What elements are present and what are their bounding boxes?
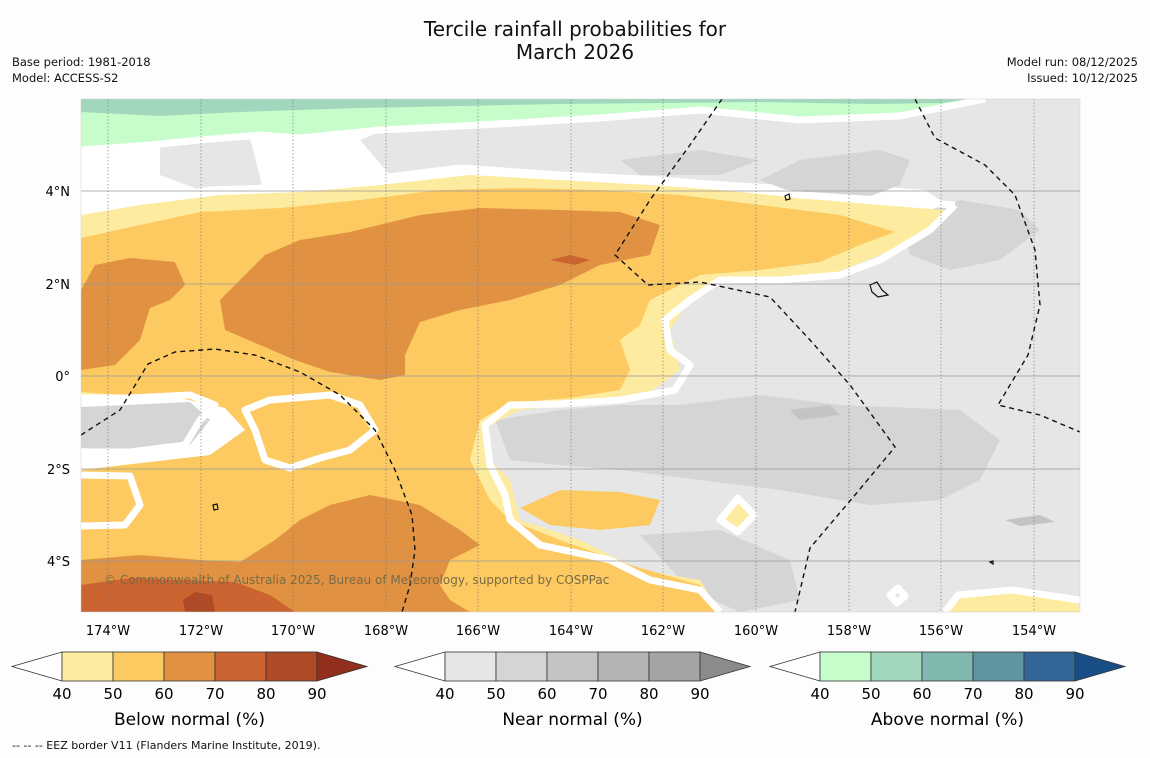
colorbar-tick-label: 60 (912, 685, 931, 703)
lon-label: 158°W (827, 624, 871, 639)
colorbar-segment (214, 651, 267, 682)
colorbar-segment (648, 651, 701, 682)
near-normal-patch-b (1005, 515, 1055, 526)
colorbar-segment (870, 651, 923, 682)
lat-label: 4°S (47, 555, 70, 570)
near-normal-darker-5 (640, 530, 800, 612)
near-normal-darker-2 (620, 150, 760, 175)
colorbar-tick-label: 70 (588, 685, 607, 703)
colorbar-legends: 40 50 60 70 80 90 Below normal (%) 40 50 60 70 80 90… (10, 651, 1127, 730)
map-title-line2: March 2026 (515, 40, 635, 64)
colorbar-segment (921, 651, 974, 682)
map-title-line1: Tercile rainfall probabilities for (423, 17, 727, 41)
colorbar-segment (112, 651, 165, 682)
latitude-labels: 4°N 2°N 0° 2°S 4°S (46, 185, 71, 570)
colorbar-tick-label: 50 (486, 685, 505, 703)
near-normal-patch-topleft (160, 138, 262, 190)
colorbar-segment (265, 651, 318, 682)
model-run: Model run: 08/12/2025 (1006, 55, 1138, 69)
map-frame (80, 98, 1081, 613)
colorbar-1: 40 50 60 70 80 90 Below normal (%) (10, 651, 369, 730)
longitude-labels: 174°W 172°W 170°W 168°W 166°W 164°W 162°… (86, 624, 1056, 639)
colorbar-over-triangle (1074, 651, 1127, 682)
colorbar-tick-label: 60 (537, 685, 556, 703)
colorbar-tick-label: 90 (307, 685, 326, 703)
lon-label: 166°W (456, 624, 500, 639)
colorbar-tick-label: 70 (963, 685, 982, 703)
lon-label: 156°W (919, 624, 963, 639)
islands (212, 193, 994, 566)
lon-label: 174°W (86, 624, 130, 639)
near-normal-region-west-1 (81, 402, 210, 450)
issued-date: Issued: 10/12/2025 (1027, 71, 1138, 85)
meta-left: Base period: 1981-2018 Model: ACCESS-S2 (12, 54, 151, 86)
colorbar-tick-label: 80 (1014, 685, 1033, 703)
map-plot-area: © Commonwealth of Australia 2025, Bureau… (81, 99, 1080, 612)
colorbar-segment (495, 651, 548, 682)
rainfall-map: © Commonwealth of Australia 2025, Bureau… (10, 98, 1127, 730)
colorbar-segment (972, 651, 1025, 682)
lon-label: 170°W (271, 624, 315, 639)
base-period: Base period: 1981-2018 (12, 55, 151, 69)
colorbar-title: Above normal (%) (871, 710, 1024, 730)
colorbar-tick-label: 40 (435, 685, 454, 703)
colorbar-under-triangle (768, 651, 821, 682)
colorbar-3: 40 50 60 70 80 90 Above normal (%) (768, 651, 1127, 730)
colorbar-tick-label: 90 (690, 685, 709, 703)
lon-label: 164°W (549, 624, 593, 639)
near-normal-patch-a (790, 405, 840, 420)
colorbar-title: Below normal (%) (114, 710, 265, 730)
colorbar-tick-label: 50 (103, 685, 122, 703)
lat-label: 0° (55, 370, 70, 385)
copyright-notice: © Commonwealth of Australia 2025, Bureau… (104, 573, 609, 587)
map-title: Tercile rainfall probabilities for March… (0, 18, 1150, 64)
colorbar-tick-label: 40 (810, 685, 829, 703)
below-normal-80-patch-south (183, 592, 215, 612)
model-name: Model: ACCESS-S2 (12, 71, 119, 85)
colorbar-segment (444, 651, 497, 682)
colorbar-tick-label: 40 (52, 685, 71, 703)
lat-label: 2°N (46, 278, 71, 293)
colorbar-2: 40 50 60 70 80 90 Near normal (%) (393, 651, 752, 730)
colorbar-tick-label: 50 (861, 685, 880, 703)
colorbar-tick-label: 60 (154, 685, 173, 703)
eez-footer-note: -- -- -- EEZ border V11 (Flanders Marine… (12, 739, 321, 752)
colorbar-title: Near normal (%) (502, 710, 642, 730)
colorbar-segment (61, 651, 114, 682)
near-normal-darker-1 (760, 150, 910, 200)
longitude-gridlines (107, 99, 1035, 612)
latitude-gridlines (81, 190, 1080, 562)
below-normal-50-patch-east (520, 490, 660, 530)
colorbar-tick-label: 80 (639, 685, 658, 703)
lon-label: 162°W (641, 624, 685, 639)
lon-label: 168°W (364, 624, 408, 639)
lon-label: 154°W (1012, 624, 1056, 639)
meta-right: Model run: 08/12/2025 Issued: 10/12/2025 (1007, 54, 1138, 86)
colorbar-segment (597, 651, 650, 682)
colorbar-under-triangle (393, 651, 446, 682)
category-boundaries (81, 99, 1080, 612)
below-normal-60-region-north (81, 258, 185, 370)
colorbar-segment (163, 651, 216, 682)
colorbar-segment (819, 651, 872, 682)
colorbar-tick-label: 70 (205, 685, 224, 703)
colorbar-segment (546, 651, 599, 682)
below-normal-60-region-central (220, 208, 660, 380)
colorbar-tick-label: 80 (256, 685, 275, 703)
colorbar-under-triangle (10, 651, 63, 682)
lon-label: 160°W (734, 624, 778, 639)
colorbar-over-triangle (316, 651, 369, 682)
below-normal-70-region-south (81, 578, 295, 612)
colorbar-tick-label: 90 (1065, 685, 1084, 703)
above-normal-50-strip (81, 99, 980, 116)
lat-label: 2°S (47, 463, 70, 478)
colorbar-segment (1023, 651, 1076, 682)
near-normal-darker-3 (495, 395, 1000, 505)
lon-label: 172°W (179, 624, 223, 639)
colorbar-over-triangle (699, 651, 752, 682)
below-normal-70-patch-central (550, 255, 590, 265)
lat-label: 4°N (46, 185, 71, 200)
eez-borders (81, 99, 1080, 612)
